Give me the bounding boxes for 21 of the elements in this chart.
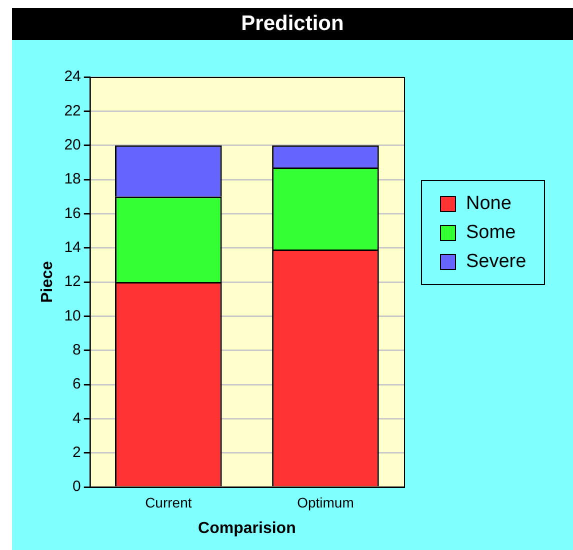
y-tick-label: 6 xyxy=(72,376,81,393)
x-axis-title: Comparision xyxy=(198,520,296,537)
y-tick-label: 16 xyxy=(64,204,81,222)
y-tick-label: 20 xyxy=(64,136,81,154)
y-tick-label: 2 xyxy=(72,444,81,461)
y-tick-label: 22 xyxy=(64,102,81,120)
y-tick-label: 4 xyxy=(72,410,81,427)
legend-label: None xyxy=(466,192,512,214)
y-tick-label: 0 xyxy=(72,478,81,496)
y-axis-title: Piece xyxy=(39,260,56,303)
legend-label: Some xyxy=(466,222,516,244)
y-tick-label: 18 xyxy=(64,170,81,188)
y-tick-label: 14 xyxy=(64,238,81,256)
chart-title: Prediction xyxy=(12,8,573,40)
y-tick-label: 12 xyxy=(64,273,81,290)
y-tick-label: 24 xyxy=(64,68,81,86)
legend-label: Severe xyxy=(466,250,526,272)
y-tick-label: 8 xyxy=(72,341,81,358)
y-tick-label: 10 xyxy=(64,307,81,324)
x-tick-label: Current xyxy=(145,494,192,510)
x-tick-label: Optimum xyxy=(297,494,354,510)
